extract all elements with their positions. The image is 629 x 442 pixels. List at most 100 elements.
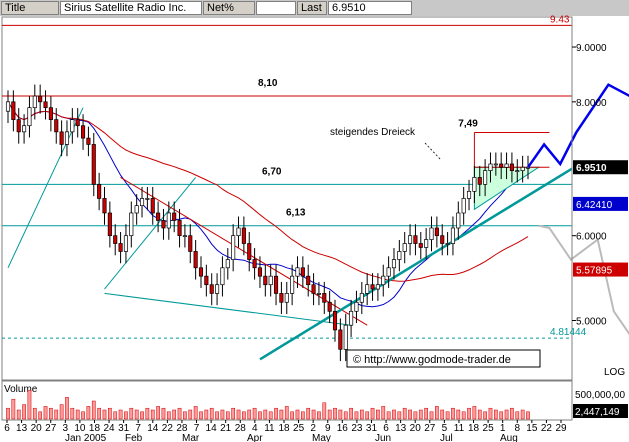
volume-bar: [338, 409, 343, 420]
volume-bar: [263, 409, 268, 420]
candle: [134, 205, 139, 214]
candle: [365, 284, 370, 294]
bullish-projection: [526, 83, 629, 169]
y-tick-label: 6.0000: [576, 232, 607, 243]
volume-bar: [333, 407, 337, 420]
volume-bar: [279, 409, 284, 420]
candle: [338, 329, 343, 350]
volume-bar: [504, 409, 509, 420]
volume-bar: [424, 407, 428, 420]
volume-bar: [38, 411, 43, 420]
price-badge-label: 6.9510: [576, 163, 607, 174]
candle: [145, 198, 150, 200]
x-day-label: 31: [366, 423, 378, 434]
volume-bar: [231, 407, 236, 420]
x-month-label: Mar: [182, 433, 200, 442]
candle: [81, 125, 86, 139]
volume-bar: [472, 406, 477, 420]
candle: [311, 284, 316, 294]
volume-panel: [1, 380, 573, 421]
volume-label: Volume: [4, 384, 38, 395]
candle: [129, 212, 134, 237]
candle: [397, 251, 402, 260]
instrument-title[interactable]: Sirius Satellite Radio Inc.: [60, 1, 202, 15]
candle: [290, 275, 295, 294]
volume-bar: [113, 411, 118, 420]
bearish-projection: [538, 224, 629, 336]
price-badge-label: 6.42410: [576, 200, 613, 211]
volume-bar: [306, 407, 311, 420]
volume-bar: [32, 407, 37, 420]
candle: [247, 243, 252, 260]
volume-bar: [381, 406, 386, 420]
candle: [241, 227, 246, 244]
candle: [456, 212, 461, 229]
x-day-label: 16: [337, 423, 349, 434]
volume-bar: [268, 411, 273, 420]
volume-bar: [27, 389, 32, 420]
volume-bar: [445, 411, 450, 420]
candle: [64, 131, 70, 145]
volume-bar: [520, 409, 525, 420]
x-day-label: 14: [147, 423, 159, 434]
candle: [252, 259, 257, 269]
x-day-label: 20: [410, 423, 422, 434]
x-day-label: 13: [16, 423, 28, 434]
volume-bar: [386, 411, 391, 420]
x-day-label: 14: [206, 423, 218, 434]
x-day-label: 31: [118, 423, 130, 434]
candle: [520, 166, 525, 172]
volume-bar: [145, 407, 150, 420]
volume-bar: [317, 411, 321, 420]
candle: [284, 293, 289, 303]
volume-bar: [134, 409, 139, 420]
volume-bar: [156, 406, 160, 420]
x-day-label: 9: [325, 423, 331, 434]
mode-label: Net%: [203, 1, 255, 15]
candle: [493, 163, 498, 166]
candle: [499, 163, 504, 168]
volume-badge-label: 2,447,149: [575, 407, 620, 418]
candle: [268, 275, 273, 286]
volume-bar: [16, 409, 21, 420]
candle: [402, 243, 407, 252]
volume-bar: [284, 406, 289, 420]
candle: [483, 170, 488, 185]
mode-value[interactable]: [256, 1, 296, 15]
x-day-label: 25: [293, 423, 305, 434]
level-tag: 9.43: [550, 14, 570, 25]
candle: [434, 227, 439, 237]
candle: [75, 119, 80, 127]
candle: [32, 95, 37, 109]
candle: [316, 293, 321, 295]
ma-slow-line: [7, 101, 529, 282]
volume-bar: [209, 407, 214, 420]
candle: [91, 144, 96, 185]
volume-bar: [477, 409, 482, 420]
x-month-label: Jul: [440, 433, 453, 442]
level-label: 8,10: [258, 78, 278, 89]
volume-bar: [349, 407, 353, 420]
volume-bar: [354, 411, 359, 420]
x-day-label: 24: [103, 423, 115, 434]
candle: [472, 177, 477, 192]
candle: [279, 293, 284, 303]
x-month-label: Aug: [500, 433, 518, 442]
x-day-label: 18: [89, 423, 101, 434]
candle: [172, 212, 177, 221]
candle: [349, 310, 354, 326]
y-tick-label: 8.0000: [576, 98, 607, 109]
volume-bar: [440, 409, 445, 420]
candle: [139, 198, 145, 207]
candle: [48, 107, 53, 120]
volume-bar: [242, 411, 246, 420]
candle: [440, 235, 445, 244]
trendline: [7, 107, 84, 269]
volume-bar: [215, 411, 219, 420]
x-day-label: 6: [4, 423, 10, 434]
x-day-label: 27: [45, 423, 57, 434]
x-day-label: 22: [162, 423, 174, 434]
volume-bar: [311, 409, 316, 420]
candle: [418, 243, 423, 248]
